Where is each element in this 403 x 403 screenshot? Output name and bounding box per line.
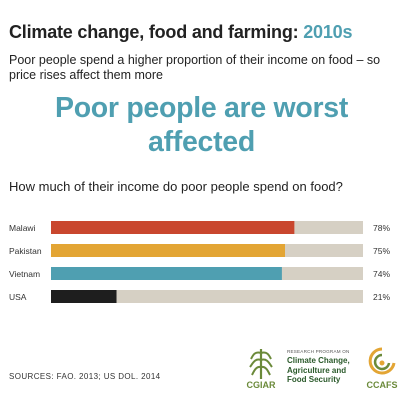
program-line-2: Agriculture and: [287, 366, 367, 376]
headline: Poor people are worst affected: [0, 91, 403, 159]
bar: [51, 267, 282, 280]
sources-note: SOURCES: FAO. 2013; US DOL. 2014: [9, 372, 161, 381]
ccafs-logo: CCAFS: [364, 345, 400, 391]
category-label: Pakistan: [9, 246, 42, 256]
value-label: 74%: [373, 269, 390, 279]
category-label: Vietnam: [9, 269, 40, 279]
chart-question: How much of their income do poor people …: [9, 179, 343, 194]
value-label: 21%: [373, 292, 390, 302]
page-subtitle: Poor people spend a higher proportion of…: [9, 53, 395, 83]
wheat-icon: [247, 345, 275, 379]
title-year: 2010s: [303, 22, 352, 42]
category-label: USA: [9, 292, 27, 302]
bar: [51, 290, 117, 303]
program-line-3: Food Security: [287, 375, 367, 385]
ccafs-swirl-icon: [368, 345, 396, 379]
bar: [51, 221, 294, 234]
page-title: Climate change, food and farming: 2010s: [9, 22, 352, 43]
ccafs-label: CCAFS: [364, 380, 400, 390]
program-line-1: Climate Change,: [287, 356, 367, 366]
title-text: Climate change, food and farming:: [9, 22, 298, 42]
value-label: 75%: [373, 246, 390, 256]
bar: [51, 244, 285, 257]
program-name-block: RESEARCH PROGRAM ON Climate Change, Agri…: [287, 349, 367, 385]
bar-chart: Malawi 78% Pakistan 75% Vietnam 74% USA 21%: [0, 215, 403, 315]
program-label: RESEARCH PROGRAM ON: [287, 349, 367, 354]
category-label: Malawi: [9, 223, 36, 233]
cgiar-label: CGIAR: [239, 380, 283, 390]
cgiar-logo: CGIAR: [239, 345, 283, 391]
value-label: 78%: [373, 223, 390, 233]
